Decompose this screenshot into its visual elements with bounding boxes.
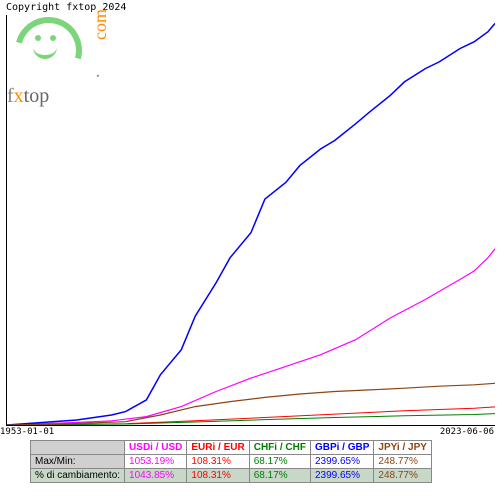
table-cell: 68.17% <box>249 469 310 483</box>
column-header: USDi / USD <box>125 441 187 455</box>
currency-stats-table: USDi / USDEURi / EURCHFi / CHFGBPi / GBP… <box>30 440 432 483</box>
table-cell: 248.77% <box>374 469 432 483</box>
column-header: EURi / EUR <box>187 441 249 455</box>
table-cell: 108.31% <box>187 455 249 469</box>
row-label: Max/Min: <box>31 455 125 469</box>
currency-inflation-chart <box>6 15 495 426</box>
table-cell: 2399.65% <box>310 469 373 483</box>
column-header: JPYi / JPY <box>374 441 432 455</box>
table-cell: 1053.19% <box>125 455 187 469</box>
x-axis-end-label: 2023-06-06 <box>440 427 494 437</box>
row-label: % di cambiamento: <box>31 469 125 483</box>
table-cell: 68.17% <box>249 455 310 469</box>
column-header: GBPi / GBP <box>310 441 373 455</box>
table-cell: 1043.85% <box>125 469 187 483</box>
table-cell: 108.31% <box>187 469 249 483</box>
table-cell: 2399.65% <box>310 455 373 469</box>
x-axis-start-label: 1953-01-01 <box>0 427 54 437</box>
table-cell: 248.77% <box>374 455 432 469</box>
series-gbpi-gbp <box>7 23 495 425</box>
column-header: CHFi / CHF <box>249 441 310 455</box>
